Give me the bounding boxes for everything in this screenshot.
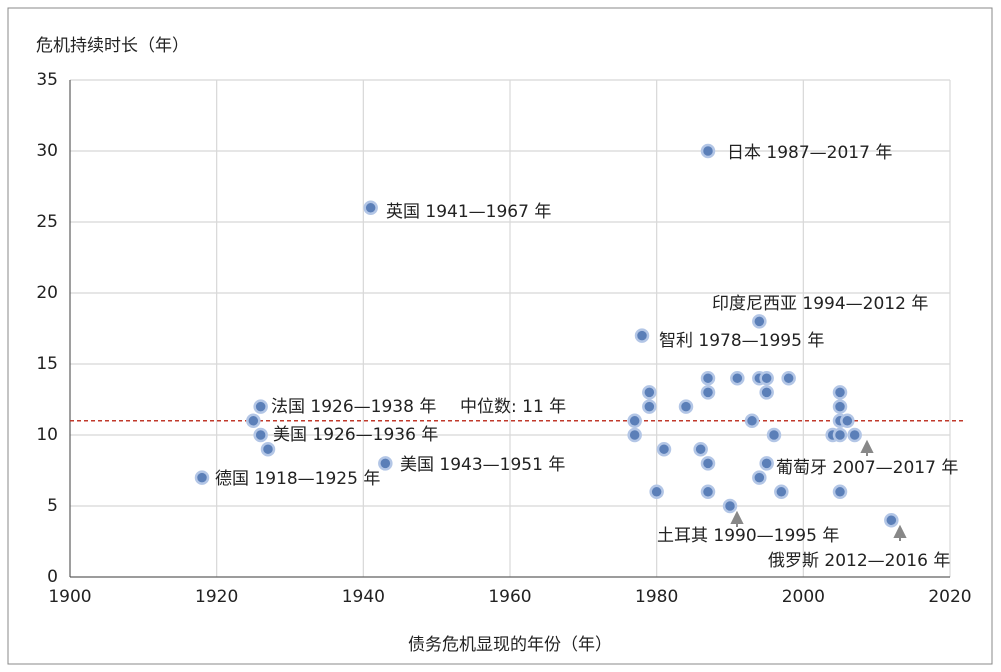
point — [253, 399, 268, 414]
point — [884, 512, 899, 528]
point — [847, 427, 862, 443]
frame — [7, 7, 993, 665]
point — [378, 456, 393, 471]
y-tick-label: 5 — [47, 496, 58, 516]
x-tick-label: 1980 — [635, 587, 678, 607]
point — [700, 370, 716, 386]
x-tick-label: 1940 — [342, 587, 385, 607]
x-tick-label: 2020 — [928, 587, 971, 607]
y-axis-title: 危机持续时长（年） — [36, 36, 189, 56]
point — [752, 314, 767, 329]
point — [260, 441, 276, 457]
y-tick-label: 30 — [36, 141, 58, 161]
point — [832, 484, 848, 500]
point — [253, 427, 268, 443]
y-tick-label: 25 — [36, 212, 58, 232]
y-tick-label: 15 — [36, 354, 58, 374]
point — [759, 456, 774, 471]
point — [194, 470, 210, 485]
point — [642, 385, 657, 400]
y-tick-label: 0 — [47, 567, 58, 587]
point — [759, 385, 774, 400]
annotation: 美国 1943—1951 年 — [400, 455, 565, 475]
point — [678, 399, 694, 414]
x-tick-label: 1960 — [488, 587, 531, 607]
annotation: 智利 1978—1995 年 — [659, 331, 824, 351]
point — [722, 498, 738, 514]
point — [656, 441, 672, 457]
point — [840, 413, 855, 429]
x-tick-label: 2000 — [782, 587, 825, 607]
annotation: 土耳其 1990—1995 年 — [657, 526, 839, 546]
x-axis-title: 债务危机显现的年份（年） — [408, 635, 612, 655]
point — [700, 385, 716, 400]
point — [781, 370, 796, 386]
point — [832, 385, 848, 400]
median-label: 中位数: 11 年 — [460, 397, 566, 417]
point — [642, 399, 657, 414]
point — [730, 370, 745, 386]
y-tick-label: 10 — [36, 425, 58, 445]
point — [774, 484, 789, 500]
arrow — [730, 510, 744, 527]
point — [700, 484, 716, 500]
annotation: 法国 1926—1938 年 — [271, 397, 436, 417]
x-tick-label: 1900 — [48, 587, 91, 607]
x-tick-label: 1920 — [195, 587, 238, 607]
annotation: 日本 1987—2017 年 — [727, 143, 892, 163]
annotation: 葡萄牙 2007—2017 年 — [776, 458, 958, 478]
point — [700, 143, 716, 159]
point — [700, 456, 716, 471]
point — [634, 328, 650, 343]
annotation: 美国 1926—1936 年 — [273, 425, 438, 445]
point — [832, 399, 848, 414]
point — [759, 370, 774, 386]
y-tick-label: 35 — [36, 70, 58, 90]
point — [627, 413, 642, 429]
point — [649, 484, 664, 500]
point — [744, 413, 760, 429]
arrow — [860, 439, 874, 456]
point — [693, 441, 708, 457]
point — [766, 427, 782, 443]
annotation: 德国 1918—1925 年 — [215, 469, 380, 489]
point — [363, 200, 378, 216]
annotation: 英国 1941—1967 年 — [386, 202, 551, 222]
annotation: 印度尼西亚 1994—2012 年 — [712, 294, 928, 314]
annotation: 俄罗斯 2012—2016 年 — [768, 551, 950, 571]
point — [752, 470, 767, 485]
y-tick-label: 20 — [36, 283, 58, 303]
point — [627, 427, 642, 443]
point — [246, 413, 261, 429]
point — [832, 427, 848, 443]
arrow — [893, 524, 907, 541]
